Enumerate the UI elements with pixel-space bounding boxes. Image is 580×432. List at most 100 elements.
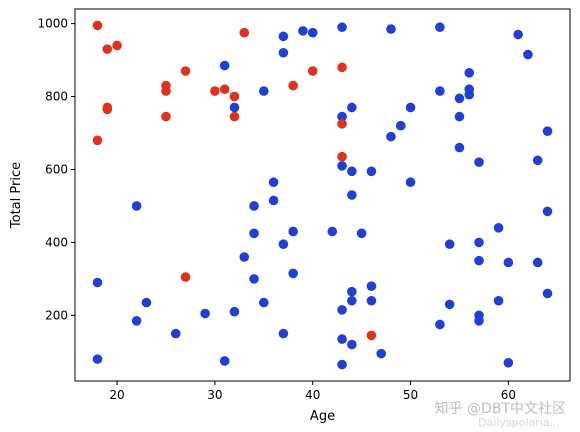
data-point-blue [347, 295, 357, 306]
data-point-blue [278, 239, 289, 250]
data-point-blue [327, 226, 338, 237]
y-tick-label: 800 [45, 90, 68, 104]
data-point-red [307, 66, 318, 76]
data-point-blue [503, 357, 514, 368]
data-point-blue [347, 339, 357, 350]
data-point-red [288, 80, 298, 91]
x-tick-label: 20 [109, 388, 124, 402]
data-point-blue [249, 201, 259, 211]
data-points [92, 20, 553, 370]
data-point-blue [474, 310, 484, 321]
data-point-blue [444, 299, 455, 310]
data-point-blue [131, 201, 142, 211]
data-point-red [239, 27, 250, 38]
data-point-red [219, 84, 230, 95]
y-tick-label: 1000 [37, 17, 68, 31]
data-point-blue [454, 142, 465, 153]
y-tick-label: 600 [45, 162, 68, 176]
x-tick-label: 40 [305, 388, 320, 402]
data-point-blue [337, 22, 347, 33]
y-tick-label: 200 [45, 308, 68, 322]
data-point-red [102, 102, 113, 113]
data-point-blue [200, 308, 210, 319]
data-point-blue [259, 297, 269, 308]
data-point-blue [532, 257, 543, 268]
x-tick-label: 30 [207, 388, 222, 402]
data-point-red [102, 44, 113, 54]
data-point-blue [337, 334, 347, 344]
data-point-blue [395, 120, 406, 131]
data-point-blue [337, 305, 347, 315]
data-point-blue [366, 281, 377, 291]
x-axis-ticks: 20 30 40 50 60 [109, 381, 516, 402]
data-point-blue [493, 295, 504, 306]
data-point-red [112, 40, 122, 51]
data-point-red [337, 62, 347, 73]
data-point-blue [259, 86, 269, 96]
data-point-blue [92, 277, 103, 288]
data-point-blue [141, 297, 152, 308]
data-point-blue [347, 102, 357, 113]
y-axis-label: Total Price [9, 162, 24, 229]
data-point-red [337, 151, 347, 162]
data-point-blue [542, 288, 553, 299]
data-point-blue [405, 102, 416, 113]
data-point-blue [532, 155, 543, 166]
data-point-blue [444, 239, 455, 250]
watermark-text: 知乎 @DBT中文社区 [435, 400, 566, 417]
y-axis-ticks: 200 400 600 800 1000 [37, 17, 75, 322]
data-point-blue [288, 226, 298, 237]
data-point-blue [307, 27, 318, 38]
data-point-blue [366, 166, 377, 177]
data-point-blue [337, 359, 347, 370]
data-point-blue [347, 190, 357, 200]
data-point-blue [464, 84, 475, 95]
data-point-blue [474, 237, 484, 248]
data-point-blue [454, 111, 465, 122]
data-point-blue [513, 29, 523, 40]
data-point-blue [337, 161, 347, 171]
data-point-blue [405, 177, 416, 188]
data-point-blue [376, 348, 386, 359]
x-tick-label: 50 [403, 388, 418, 402]
plot-frame [74, 8, 571, 382]
data-point-red [180, 272, 191, 282]
data-point-blue [337, 111, 347, 122]
data-point-blue [239, 252, 250, 262]
data-point-blue [523, 49, 533, 60]
data-point-blue [288, 268, 298, 279]
data-point-blue [278, 328, 289, 339]
data-point-blue [386, 24, 396, 34]
data-point-blue [366, 295, 377, 306]
data-point-blue [493, 223, 504, 233]
data-point-blue [542, 206, 553, 217]
data-point-blue [278, 31, 289, 42]
data-point-red [366, 330, 377, 341]
data-point-blue [435, 22, 445, 33]
data-point-blue [229, 306, 240, 317]
data-point-blue [131, 316, 142, 326]
data-point-red [161, 111, 171, 122]
data-point-blue [435, 319, 445, 330]
y-tick-label: 400 [45, 235, 68, 249]
data-point-blue [464, 68, 475, 78]
data-point-blue [268, 177, 279, 188]
data-point-red [161, 80, 171, 91]
data-point-blue [347, 286, 357, 297]
data-point-red [92, 135, 103, 146]
watermark-subtext: Dailyspolaria... [478, 416, 560, 429]
data-point-red [92, 20, 103, 31]
data-point-red [210, 86, 220, 96]
data-point-blue [278, 47, 289, 58]
x-axis-label: Age [310, 409, 335, 424]
data-point-red [180, 66, 191, 76]
data-point-blue [249, 274, 259, 284]
data-point-blue [503, 257, 514, 268]
data-point-blue [347, 166, 357, 177]
data-point-blue [249, 228, 259, 239]
data-point-blue [170, 328, 181, 339]
data-point-blue [229, 102, 240, 113]
data-point-blue [435, 86, 445, 96]
data-point-red [229, 91, 240, 102]
